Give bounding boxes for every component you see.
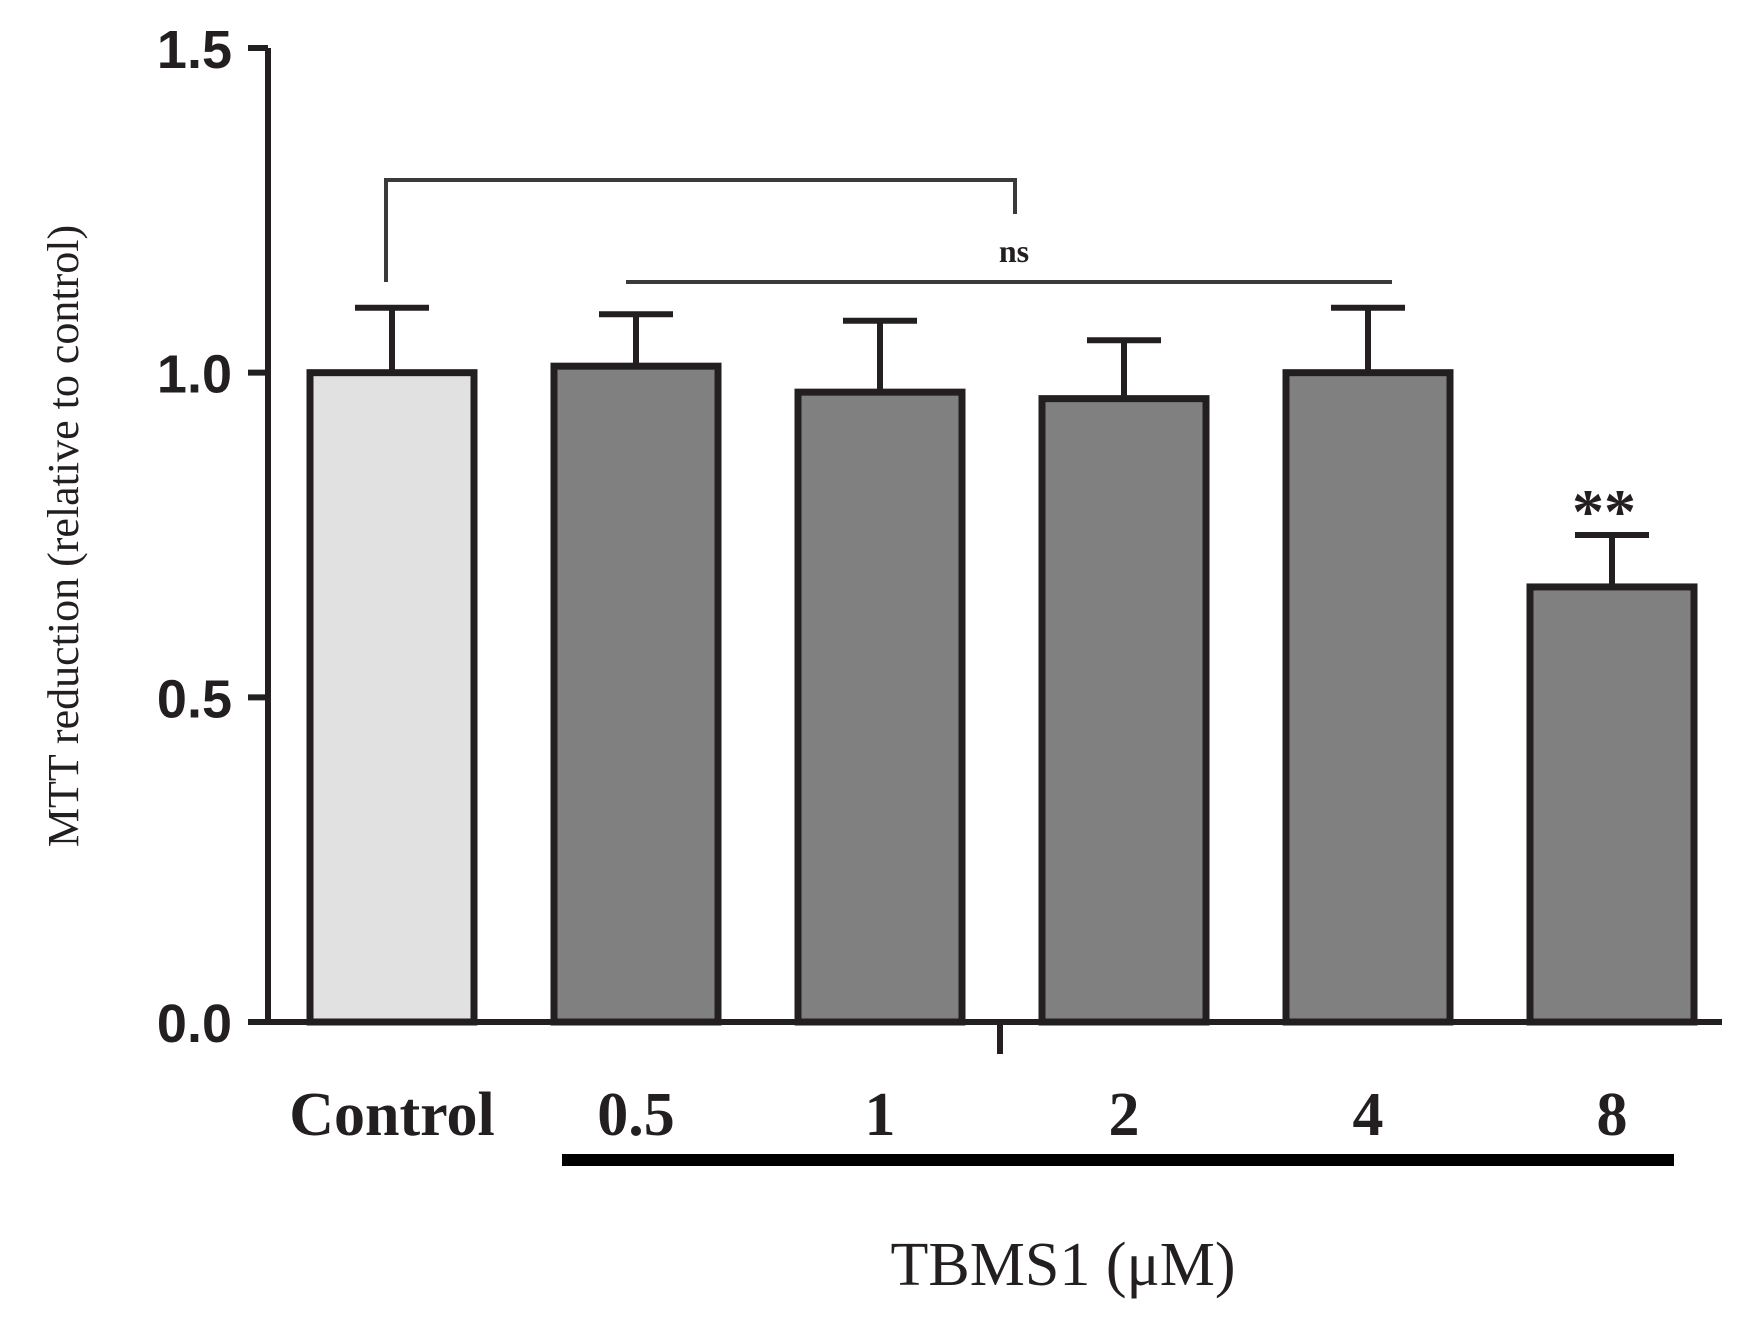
x-category-label: Control xyxy=(289,1081,495,1149)
ns-label: ns xyxy=(999,233,1029,269)
y-tick-label: 1.5 xyxy=(157,20,232,80)
y-tick-label: 1.0 xyxy=(157,345,232,405)
bar xyxy=(794,388,966,1026)
x-category-label: 0.5 xyxy=(597,1081,675,1149)
ns-bracket xyxy=(384,178,1017,282)
x-axis-title: TBMS1 (μM) xyxy=(891,1231,1236,1299)
bars-layer xyxy=(306,362,1698,1026)
y-ticks-layer: 0.0 0.5 1.0 1.5 xyxy=(157,20,268,1054)
y-axis-title: MTT reduction (relative to control) xyxy=(39,225,88,847)
y-tick-label: 0.5 xyxy=(157,669,232,729)
bar xyxy=(1038,395,1210,1026)
x-category-label: 2 xyxy=(1109,1081,1140,1149)
y-tick-label: 0.0 xyxy=(157,994,232,1054)
x-labels-layer: Control 0.5 1 2 4 8 xyxy=(289,1081,1627,1149)
x-category-label: 8 xyxy=(1597,1081,1628,1149)
bar xyxy=(1526,583,1698,1026)
bar xyxy=(550,362,722,1026)
x-category-label: 1 xyxy=(865,1081,896,1149)
x-category-label: 4 xyxy=(1353,1081,1384,1149)
significance-label: ** xyxy=(1572,476,1636,547)
bar xyxy=(306,369,478,1026)
error-bars-layer xyxy=(355,304,1649,587)
bar xyxy=(1282,369,1454,1026)
